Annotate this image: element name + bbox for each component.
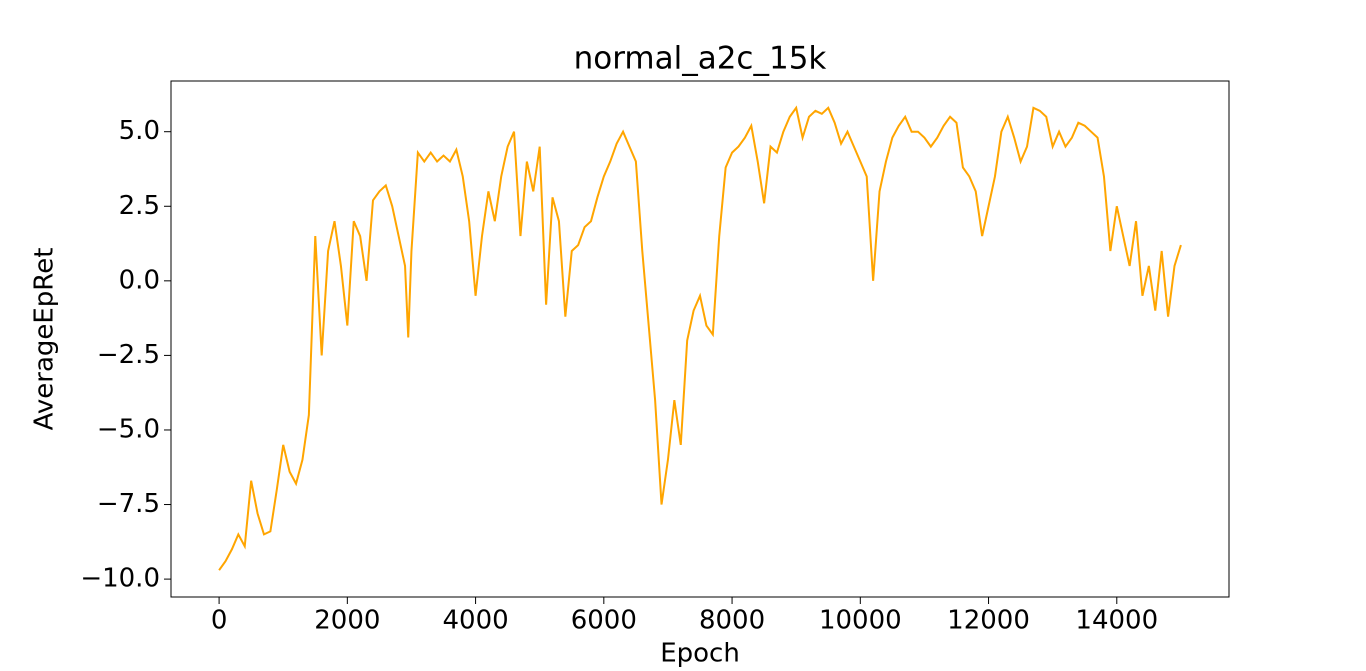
chart-title: normal_a2c_15k [574,41,827,77]
y-axis-label: AverageEpRet [30,248,60,431]
x-tick-label: 8000 [699,606,765,636]
y-tick-label: −10.0 [80,564,160,594]
x-tick-label: 2000 [314,606,380,636]
y-tick-label: 2.5 [119,191,160,221]
y-tick-label: −2.5 [97,340,160,370]
y-tick-label: −5.0 [97,414,160,444]
x-axis-label: Epoch [660,639,740,669]
y-tick-label: 0.0 [119,265,160,295]
y-tick-label: −7.5 [97,489,160,519]
plot-frame [170,80,1230,598]
x-tick-label: 10000 [819,606,902,636]
x-tick-label: 6000 [571,606,637,636]
data-line [218,105,1182,571]
x-tick-label: 14000 [1075,606,1158,636]
x-tick-label: 4000 [442,606,508,636]
x-tick-label: 12000 [947,606,1030,636]
x-tick-label: 0 [211,606,228,636]
y-tick-label: 5.0 [119,116,160,146]
